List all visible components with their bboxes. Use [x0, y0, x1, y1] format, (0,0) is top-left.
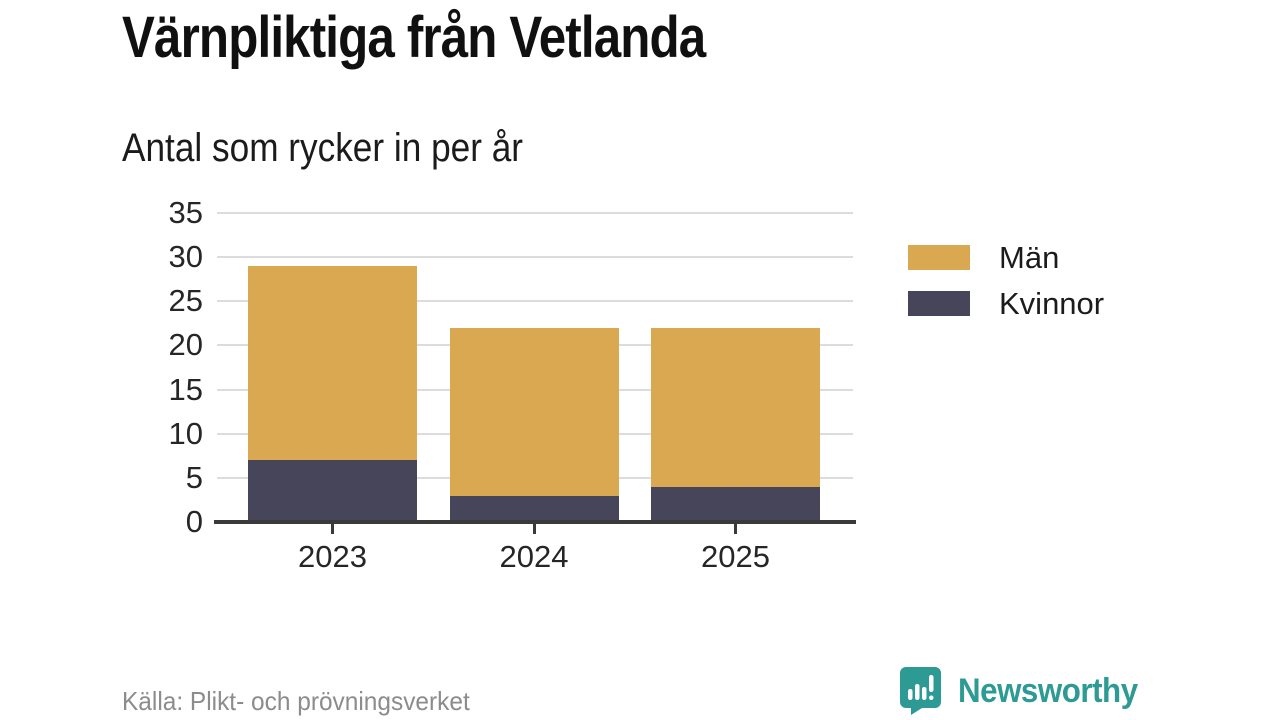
- legend-swatch-man: [908, 245, 970, 270]
- y-tick-label-30: 30: [168, 239, 203, 275]
- gridline-30: [217, 256, 853, 259]
- x-label-2024: 2024: [499, 539, 569, 574]
- legend-swatch-kvinnor: [908, 291, 970, 316]
- y-tick-label-35: 35: [168, 195, 203, 230]
- legend-item-man: Män: [908, 240, 1104, 275]
- brand-name: Newsworthy: [958, 671, 1138, 710]
- chart-subtitle: Antal som rycker in per år: [122, 126, 524, 170]
- bar-2025-man-segment: [651, 327, 820, 487]
- x-axis-line: [214, 520, 856, 524]
- bar-2023: [248, 213, 417, 522]
- y-tick-label-0: 0: [185, 504, 203, 539]
- y-tick-label-10: 10: [168, 415, 203, 451]
- bar-2023-kvinnor-segment: [248, 460, 417, 522]
- y-tick-label-25: 25: [168, 283, 203, 319]
- bar-2025-kvinnor-segment: [651, 486, 820, 522]
- x-tick-2025: [734, 524, 737, 534]
- legend-label-man: Män: [999, 239, 1060, 275]
- x-label-2025: 2025: [701, 539, 770, 574]
- bar-2024-kvinnor-segment: [449, 495, 619, 522]
- y-tick-label-5: 5: [185, 459, 203, 495]
- plot-area: 2023 2024 2025: [214, 212, 856, 574]
- y-tick-label-20: 20: [168, 327, 203, 363]
- bar-2023-man-segment: [248, 265, 417, 461]
- x-tick-2023: [331, 524, 334, 534]
- y-tick-label-15: 15: [168, 371, 203, 407]
- bar-chart-speech-bubble-icon: [900, 667, 941, 715]
- newsworthy-logo[interactable]: Newsworthy: [900, 667, 1153, 715]
- x-tick-2024: [532, 524, 536, 534]
- legend-item-kvinnor: Kvinnor: [908, 286, 1104, 321]
- legend-label-kvinnor: Kvinnor: [999, 285, 1105, 321]
- bar-2025: [651, 213, 820, 522]
- bar-2024: [449, 213, 619, 522]
- x-label-2023: 2023: [298, 539, 367, 574]
- gridline-25: [217, 300, 853, 303]
- bar-2024-man-segment: [449, 327, 619, 496]
- legend: Män Kvinnor: [908, 240, 1104, 337]
- source-note: Källa: Plikt- och prövningsverket: [122, 686, 470, 716]
- gridline-35: [217, 212, 853, 214]
- chart-title: Värnpliktiga från Vetlanda: [122, 5, 706, 70]
